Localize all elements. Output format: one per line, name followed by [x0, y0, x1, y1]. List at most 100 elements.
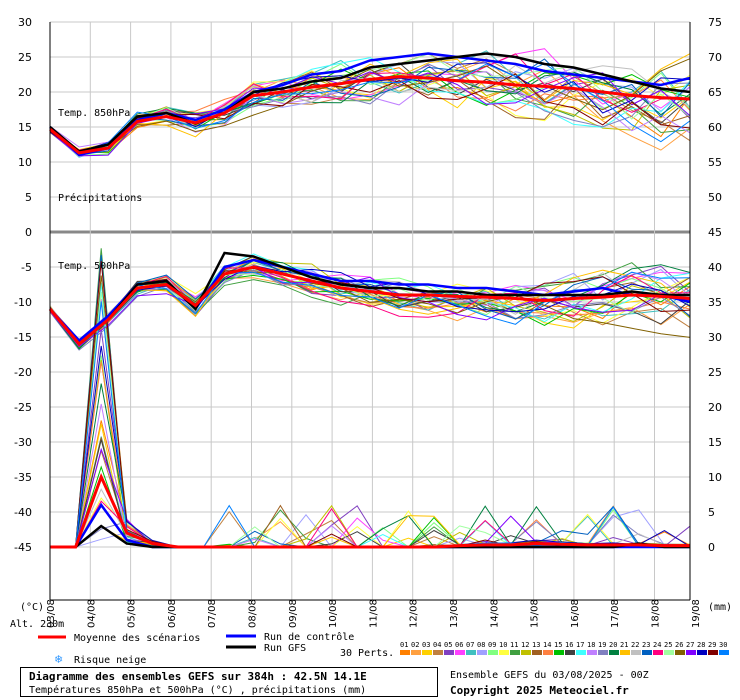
member-id-label: 04 — [433, 641, 441, 649]
member-id-label: 24 — [653, 641, 661, 649]
member-id-label: 15 — [554, 641, 562, 649]
right-tick-label: 50 — [708, 191, 722, 204]
member-id-label: 12 — [521, 641, 529, 649]
right-tick-label: 60 — [708, 121, 722, 134]
member-id-label: 09 — [488, 641, 496, 649]
member-id-label: 05 — [444, 641, 452, 649]
label-t850: Temp. 850hPa — [58, 108, 130, 119]
date-label: 18/08 — [651, 599, 662, 628]
label-t500: Temp. 500hPa — [58, 261, 130, 272]
date-label: 08/08 — [248, 599, 259, 628]
snowflake-icon: ❄ — [54, 653, 63, 666]
footer-title: Diagramme des ensembles GEFS sur 384h : … — [29, 670, 367, 683]
member-t850-line — [49, 53, 691, 154]
date-label: 04/08 — [86, 599, 97, 628]
member-color-swatch — [697, 650, 707, 655]
right-tick-label: 15 — [708, 436, 722, 449]
member-color-swatch — [686, 650, 696, 655]
member-color-swatch — [576, 650, 586, 655]
member-id-label: 21 — [620, 641, 628, 649]
member-id-label: 29 — [708, 641, 716, 649]
member-color-swatch — [477, 650, 487, 655]
member-id-label: 06 — [455, 641, 463, 649]
legend-perts-label: 30 Perts. — [340, 648, 394, 659]
left-tick-label: 30 — [18, 16, 32, 29]
member-color-swatch — [653, 650, 663, 655]
left-axis-unit: (°C) — [20, 602, 44, 613]
left-tick-label: -40 — [14, 506, 32, 519]
left-tick-label: -25 — [14, 401, 32, 414]
left-tick-label: 15 — [18, 121, 32, 134]
member-color-swatch — [631, 650, 641, 655]
member-id-label: 23 — [642, 641, 650, 649]
right-tick-label: 35 — [708, 296, 722, 309]
mean-precip-line — [50, 473, 690, 549]
date-label: 17/08 — [610, 599, 621, 628]
legend-control-label: Run de contrôle — [264, 631, 354, 643]
date-label: 12/08 — [409, 599, 420, 628]
member-id-label: 11 — [510, 641, 518, 649]
member-color-swatch — [719, 650, 729, 655]
member-color-swatch — [444, 650, 454, 655]
member-color-swatch — [565, 650, 575, 655]
main-lines — [48, 52, 691, 549]
member-id-label: 27 — [686, 641, 694, 649]
member-t500-line — [49, 256, 691, 343]
date-label: 11/08 — [368, 599, 379, 628]
grid — [50, 21, 690, 600]
date-label: 10/08 — [328, 599, 339, 628]
member-color-swatch — [708, 650, 718, 655]
date-label: 16/08 — [570, 599, 581, 628]
right-tick-label: 5 — [708, 506, 715, 519]
footer-subtitle: Températures 850hPa et 500hPa (°C) , pré… — [29, 685, 367, 696]
member-color-swatch — [422, 650, 432, 655]
left-tick-label: -5 — [21, 261, 32, 274]
member-color-swatch — [400, 650, 410, 655]
member-id-label: 08 — [477, 641, 485, 649]
date-label: 14/08 — [489, 599, 500, 628]
member-color-swatch — [510, 650, 520, 655]
date-label: 03/08 — [46, 599, 57, 628]
right-tick-label: 40 — [708, 261, 722, 274]
left-tick-label: -10 — [14, 296, 32, 309]
left-tick-label: 10 — [18, 156, 32, 169]
left-tick-label: -30 — [14, 436, 32, 449]
member-color-swatch — [609, 650, 619, 655]
member-color-swatch — [554, 650, 564, 655]
member-t500-line — [49, 266, 691, 348]
legend-gfs-label: Run GFS — [264, 643, 306, 654]
mean-t850-line — [49, 75, 691, 155]
member-color-swatch — [543, 650, 553, 655]
member-id-label: 20 — [609, 641, 617, 649]
copyright: Copyright 2025 Meteociel.fr — [450, 684, 629, 697]
member-id-label: 10 — [499, 641, 507, 649]
date-label: 07/08 — [207, 599, 218, 628]
right-tick-label: 25 — [708, 366, 722, 379]
member-color-swatch — [664, 650, 674, 655]
left-tick-label: -35 — [14, 471, 32, 484]
member-id-label: 13 — [532, 641, 540, 649]
left-tick-label: -15 — [14, 331, 32, 344]
date-label: 05/08 — [127, 599, 138, 628]
member-id-label: 25 — [664, 641, 672, 649]
member-color-swatch — [642, 650, 652, 655]
member-t500-line — [49, 267, 691, 342]
right-tick-label: 65 — [708, 86, 722, 99]
member-id-label: 18 — [587, 641, 595, 649]
member-color-swatch — [587, 650, 597, 655]
left-tick-label: -45 — [14, 541, 32, 554]
date-label: 06/08 — [167, 599, 178, 628]
right-tick-label: 0 — [708, 541, 715, 554]
member-id-label: 02 — [411, 641, 419, 649]
date-label: 13/08 — [449, 599, 460, 628]
member-color-swatch — [488, 650, 498, 655]
member-color-swatch — [598, 650, 608, 655]
member-id-label: 28 — [697, 641, 705, 649]
footer-title-box: Diagramme des ensembles GEFS sur 384h : … — [20, 667, 438, 697]
member-id-label: 16 — [565, 641, 573, 649]
member-color-swatch — [499, 650, 509, 655]
left-tick-label: -20 — [14, 366, 32, 379]
member-color-swatch — [411, 650, 421, 655]
